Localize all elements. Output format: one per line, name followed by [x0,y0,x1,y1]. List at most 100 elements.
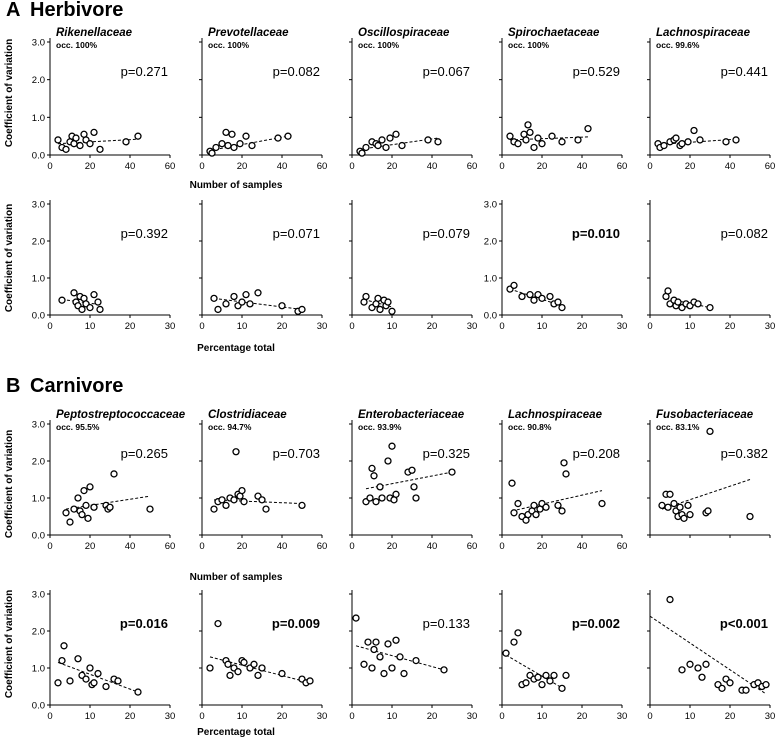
xlabel-b-percent: Percentage total [197,727,275,738]
data-point [284,132,292,140]
data-point [228,130,236,138]
data-point [374,141,382,150]
p-value-label: p=0.079 [423,226,470,241]
x-tick-label: 20 [125,321,136,332]
data-point [530,143,538,152]
data-point [134,132,142,140]
data-point [76,141,84,150]
scatter-panel: 0 10 20 30 p=0.071 [199,200,327,332]
panel-occupancy: occ. 100% [358,40,400,50]
panel-occupancy: occ. 95.5% [56,422,100,432]
y-tick-label: 1.0 [32,113,45,124]
data-point [366,494,374,502]
x-tick-label: 40 [725,161,736,172]
data-point [218,140,226,148]
y-tick-label: 2.0 [32,457,45,468]
scatter-panel: 0.0 1.0 2.0 3.0 0 10 20 30 p=0.392 [32,200,176,333]
panel-title: Prevotellaceae [208,27,289,39]
data-point [400,669,408,678]
data-point [94,669,102,678]
data-point [686,511,694,519]
data-point [236,140,244,148]
data-point [704,507,712,515]
data-point [86,303,94,312]
data-point [82,501,90,510]
data-point [358,149,366,157]
data-point [230,143,238,152]
data-point [542,503,550,511]
x-tick-label: 20 [537,541,548,552]
section-b-header: B Carnivore [6,375,123,397]
x-tick-label: 0 [199,161,204,172]
x-tick-label: 0 [47,321,52,332]
data-point [376,483,384,491]
data-point [218,496,226,504]
data-point [558,138,566,146]
data-point [696,136,704,144]
data-point [238,298,246,306]
y-tick-label: 2.0 [484,237,497,248]
data-point [60,642,68,650]
data-point [562,470,570,478]
scatter-panel: 0 10 20 30 p=0.002 [499,590,627,722]
data-point [440,666,448,674]
x-tick-label: 20 [277,711,288,722]
data-point [54,679,62,687]
data-point [574,136,582,144]
data-point [298,501,306,510]
data-point [226,671,234,680]
p-value-label: p=0.082 [273,64,320,79]
data-point [370,645,378,654]
x-tick-label: 0 [199,541,204,552]
data-point [222,501,230,510]
data-point [680,514,688,522]
data-point [238,486,246,495]
data-point [102,682,110,691]
panel-title: Lachnospiraceae [656,27,751,39]
x-tick-label: 30 [165,321,176,332]
data-point [78,305,86,314]
data-point [96,305,104,314]
x-tick-label: 20 [387,541,398,552]
data-point [66,677,74,685]
data-point [546,292,554,301]
p-value-label: p=0.002 [572,616,620,631]
data-point [534,134,542,142]
x-tick-label: 0 [499,321,504,332]
data-point [410,483,418,491]
x-tick-label: 20 [685,161,696,172]
data-point [388,442,396,450]
x-tick-label: 0 [47,541,52,552]
x-tick-label: 0 [199,321,204,332]
data-point [694,300,702,308]
data-point [718,684,726,692]
data-point [274,134,282,142]
data-point [254,671,262,680]
data-point [678,666,686,674]
data-point [598,499,606,508]
data-point [90,503,98,511]
data-point [248,141,256,150]
data-point [510,281,518,290]
data-point [522,679,530,687]
data-point [54,136,62,144]
ylabel-a-percent: Coefficient of variation [4,204,15,312]
xlabel-b-samples: Number of samples [190,572,283,583]
data-point [368,464,376,473]
section-b-title: Carnivore [30,375,123,397]
data-point [240,498,248,506]
data-point [558,684,566,692]
data-point [374,294,382,303]
p-value-label: p=0.441 [721,64,768,79]
data-point [396,653,404,661]
p-value-label: p=0.133 [423,616,470,631]
scatter-panel: 0 10 20 30 p<0.001 [647,590,775,722]
data-point [560,459,568,467]
x-tick-label: 20 [577,321,588,332]
data-point [424,136,432,144]
data-point [514,499,522,508]
data-point [376,305,384,314]
